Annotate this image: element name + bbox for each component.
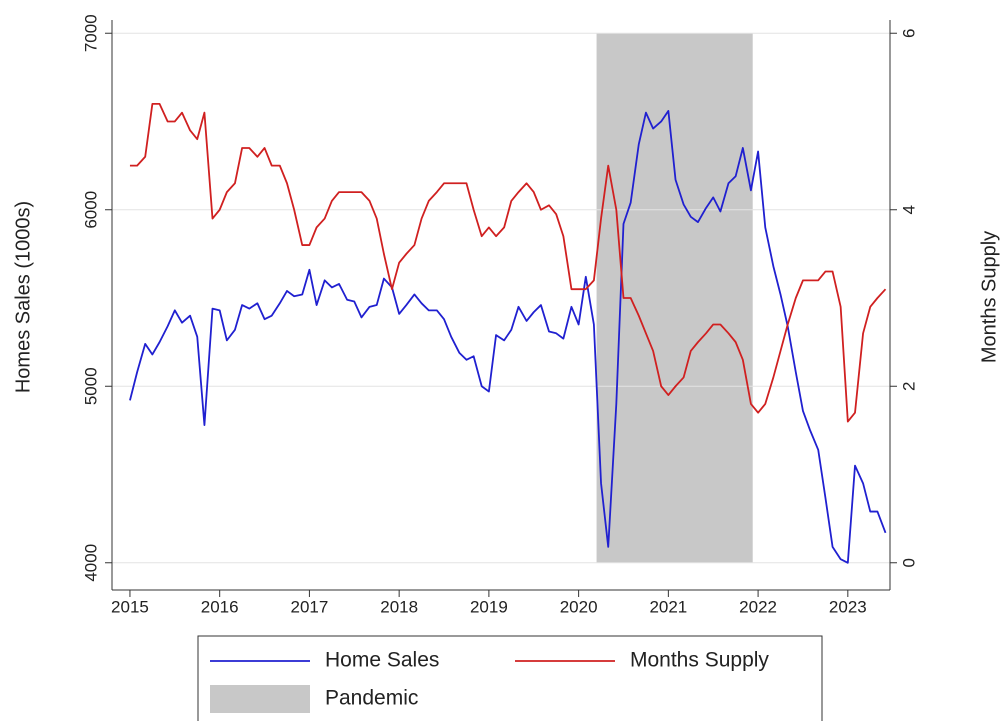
- x-tick-label: 2023: [829, 597, 867, 616]
- x-tick-label: 2022: [739, 597, 777, 616]
- y-tick-label: 5000: [81, 367, 100, 405]
- y-axis-title: Homes Sales (1000s): [12, 201, 34, 393]
- y2-tick-label: 2: [899, 382, 918, 391]
- y2-tick-label: 0: [899, 558, 918, 567]
- x-tick-label: 2018: [380, 597, 418, 616]
- legend: Home Sales Months Supply Pandemic: [210, 649, 769, 713]
- legend-label: Months Supply: [630, 649, 769, 672]
- x-tick-label: 2016: [201, 597, 239, 616]
- line-series: [129, 110, 887, 564]
- legend-label: Pandemic: [325, 687, 418, 710]
- y-tick-label: 7000: [81, 14, 100, 52]
- x-tick-label: 2021: [649, 597, 687, 616]
- legend-label: Home Sales: [325, 649, 439, 672]
- y2-tick-label: 6: [899, 29, 918, 38]
- y-tick-label: 6000: [81, 191, 100, 229]
- y2-tick-label: 4: [899, 205, 918, 214]
- x-tick-label: 2020: [560, 597, 598, 616]
- x-tick-label: 2015: [111, 597, 149, 616]
- legend-swatch: [210, 685, 310, 713]
- line-series: [129, 102, 887, 423]
- y2-axis-title: Months Supply: [978, 231, 1000, 363]
- plot-area: 4000 5000 6000 7000 0 2 4 6 2015 2016 2017 2018 2019…: [81, 14, 918, 616]
- x-tick-label: 2017: [291, 597, 329, 616]
- y-tick-label: 4000: [81, 544, 100, 582]
- x-tick-label: 2019: [470, 597, 508, 616]
